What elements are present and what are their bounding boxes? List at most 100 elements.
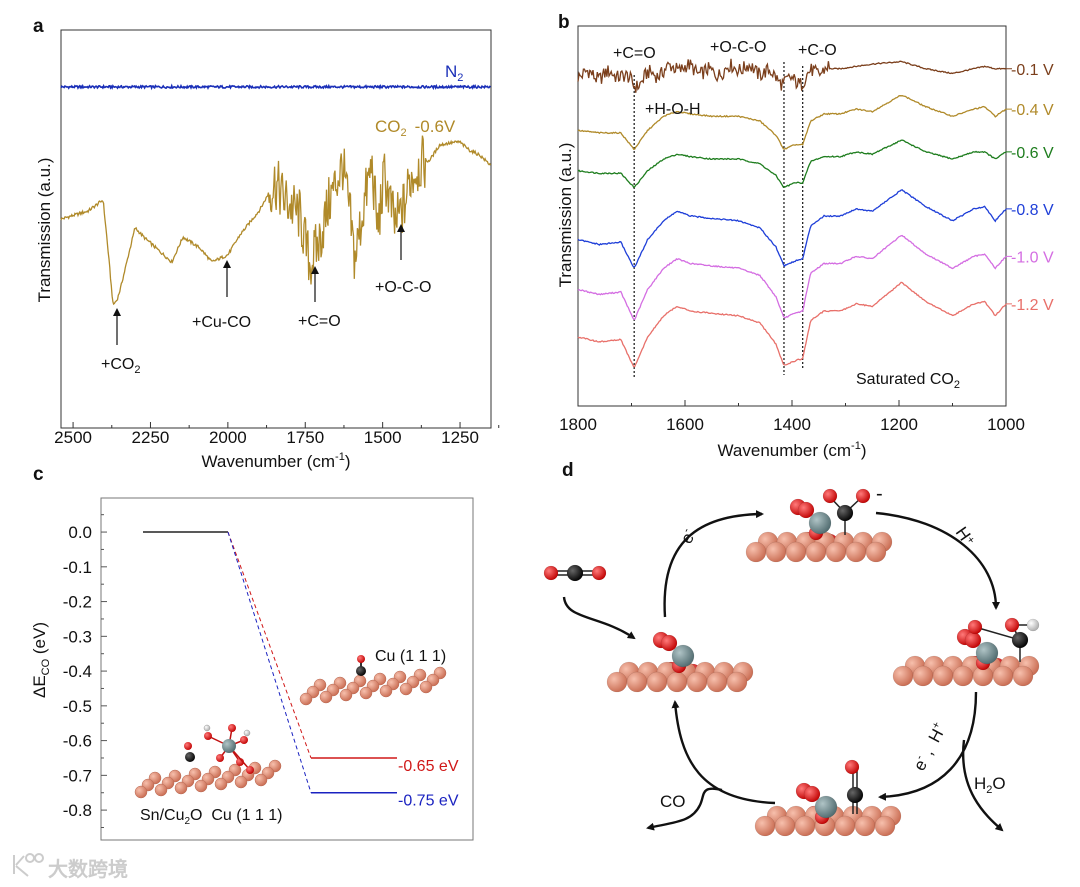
oxygen-atom bbox=[228, 724, 236, 732]
surface-cooh bbox=[892, 617, 1040, 687]
carbon-atom bbox=[1011, 631, 1029, 649]
cu-atom bbox=[254, 773, 268, 787]
svg-text:+O-C-O: +O-C-O bbox=[375, 279, 431, 296]
label-charge: - bbox=[876, 483, 883, 505]
guide-lines bbox=[633, 62, 804, 378]
panel-a-ir-spectrum: 2500 2250 2000 1750 1500 1250 Wavenumber (cm-… bbox=[35, 29, 500, 471]
cu-atom bbox=[825, 541, 847, 563]
oxygen-atom bbox=[660, 634, 678, 652]
annotation-cu-co: +Cu-CO bbox=[192, 260, 251, 331]
cu-atom bbox=[834, 815, 856, 837]
plot-frame bbox=[60, 29, 492, 429]
label-e-h-plus: e- , H+ bbox=[909, 720, 950, 774]
sncu2o-slab bbox=[134, 759, 282, 799]
arrow-e-transfer bbox=[663, 510, 764, 618]
oxygen-atom bbox=[844, 759, 860, 775]
label-e-minus: e- bbox=[676, 526, 700, 547]
series-lines bbox=[577, 58, 1007, 368]
svg-text:+CO2: +CO2 bbox=[101, 356, 140, 376]
label-co: CO bbox=[660, 792, 686, 811]
oxygen-atom bbox=[591, 565, 607, 581]
y-tick-label: -0.1 bbox=[63, 558, 92, 577]
carbon-atom bbox=[846, 786, 864, 804]
y-axis-label: ΔECO (eV) bbox=[30, 622, 52, 698]
x-tick-label: 1500 bbox=[364, 428, 402, 447]
cu-atom bbox=[726, 671, 748, 693]
cu-atom bbox=[359, 686, 373, 700]
cu-atom bbox=[339, 688, 353, 702]
series-line bbox=[577, 139, 1007, 189]
x-axis-ticks: 1800 1600 1400 1200 1000 bbox=[559, 400, 1025, 434]
annotation-o-c-o: +O-C-O bbox=[710, 39, 766, 56]
level-value-label: -0.75 eV bbox=[398, 793, 459, 810]
energy-levels: -0.65 eV -0.75 eV bbox=[143, 531, 459, 810]
y-tick-label: -0.6 bbox=[63, 732, 92, 751]
watermark-logo bbox=[13, 853, 44, 877]
series-line bbox=[577, 95, 1007, 150]
label-cu111: Cu (1 1 1) bbox=[375, 648, 446, 665]
y-tick-label: -0.5 bbox=[63, 697, 92, 716]
series-label: -1.2 V bbox=[1011, 297, 1054, 314]
arrow-co-release bbox=[646, 787, 723, 831]
oxygen-atom bbox=[204, 732, 212, 740]
y-axis-ticks: 0.0 -0.1 -0.2 -0.3 -0.4 -0.5 -0.6 -0.7 -0.8 bbox=[63, 514, 107, 828]
cu-atom bbox=[214, 777, 228, 791]
cu-atom bbox=[686, 671, 708, 693]
cu-atom bbox=[194, 779, 208, 793]
oxygen-atom bbox=[357, 655, 365, 663]
panel-d-reaction-cycle: e- H+ e- , H+ H2O CO - bbox=[543, 483, 1040, 837]
oxygen-atom bbox=[803, 785, 821, 803]
oxygen-atom bbox=[543, 565, 559, 581]
panel-label-a: a bbox=[33, 16, 44, 37]
oxygen-atom bbox=[184, 742, 192, 750]
cu-atom bbox=[854, 815, 876, 837]
y-tick-label: 0.0 bbox=[68, 523, 92, 542]
cu-atom bbox=[932, 665, 954, 687]
x-tick-label: 1800 bbox=[559, 415, 597, 434]
cu-atom bbox=[1012, 665, 1034, 687]
x-axis-ticks: 2500 2250 2000 1750 1500 1250 bbox=[54, 422, 500, 447]
cu-atom bbox=[626, 671, 648, 693]
x-tick-label: 2250 bbox=[132, 428, 170, 447]
tin-atom bbox=[814, 795, 838, 819]
cu-atom bbox=[794, 815, 816, 837]
y-tick-label: -0.4 bbox=[63, 662, 92, 681]
tin-atom bbox=[808, 511, 832, 535]
oxygen-atom bbox=[855, 488, 871, 504]
carbon-atom bbox=[185, 752, 195, 762]
panel-b-ir-spectra-potentials: 1800 1600 1400 1200 1000 -0.1 V-0.4 V-0.6 V-… bbox=[556, 25, 1054, 460]
cycle-arrows bbox=[562, 510, 1004, 832]
carbon-atom bbox=[566, 564, 584, 582]
svg-text:+Cu-CO: +Cu-CO bbox=[192, 314, 251, 331]
tin-atom bbox=[222, 739, 236, 753]
hydrogen-atom bbox=[203, 724, 211, 732]
y-tick-label: -0.8 bbox=[63, 801, 92, 820]
cu-atom bbox=[745, 541, 767, 563]
annotation-c-o-double: +C=O bbox=[298, 266, 341, 330]
series-labels: -0.1 V -0.4 V -0.6 V -0.8 V -1.0 V -1.2 V bbox=[1006, 62, 1054, 314]
series-label: -0.8 V bbox=[1011, 202, 1054, 219]
x-tick-label: 1750 bbox=[286, 428, 324, 447]
level-value-label: -0.65 eV bbox=[398, 758, 459, 775]
cu-atom bbox=[865, 541, 887, 563]
cu-atom bbox=[992, 665, 1014, 687]
cu-atom bbox=[754, 815, 776, 837]
svg-text:+C=O: +C=O bbox=[298, 313, 341, 330]
x-tick-label: 2500 bbox=[54, 428, 92, 447]
arrow-h-addition bbox=[875, 511, 1000, 610]
label-sn-cu2o-cu111: Sn/Cu2O Cu (1 1 1) bbox=[140, 807, 283, 827]
cu-atom bbox=[892, 665, 914, 687]
oxygen-atom bbox=[797, 501, 815, 519]
x-tick-label: 1250 bbox=[441, 428, 479, 447]
cu-atom bbox=[174, 781, 188, 795]
cu-atom bbox=[912, 665, 934, 687]
molecular-structures bbox=[543, 488, 1040, 837]
cu-atom bbox=[319, 690, 333, 704]
hydrogen-atom bbox=[243, 729, 251, 737]
cu-atom bbox=[379, 684, 393, 698]
x-tick-label: 1600 bbox=[666, 415, 704, 434]
label-h2o: H2O bbox=[974, 774, 1006, 796]
panel-label-c: c bbox=[33, 464, 44, 485]
cu-atom bbox=[646, 671, 668, 693]
